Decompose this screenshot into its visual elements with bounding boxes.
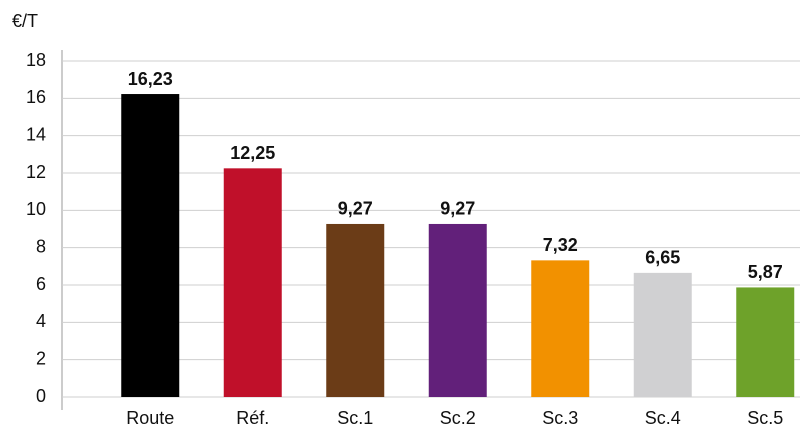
bar (326, 223, 385, 397)
y-tick-label: 10 (26, 199, 46, 219)
y-tick-label: 6 (36, 274, 46, 294)
x-tick-label: Sc.1 (337, 408, 373, 428)
y-tick-label: 2 (36, 348, 46, 368)
data-label: 12,25 (230, 143, 275, 163)
y-tick-label: 4 (36, 311, 46, 331)
y-tick-label: 12 (26, 162, 46, 182)
data-label: 9,27 (338, 199, 373, 219)
y-axis-label: €/T (12, 11, 38, 31)
data-label: 6,65 (645, 248, 680, 268)
bar (121, 94, 180, 397)
bar (223, 168, 282, 397)
data-label: 16,23 (128, 69, 173, 89)
y-tick-label: 0 (36, 386, 46, 406)
data-label: 5,87 (748, 262, 783, 282)
x-tick-label: Route (126, 408, 174, 428)
data-label: 7,32 (543, 235, 578, 255)
bar (633, 272, 692, 397)
x-tick-label: Réf. (236, 408, 269, 428)
y-tick-label: 18 (26, 50, 46, 70)
x-tick-label: Sc.5 (747, 408, 783, 428)
y-tick-label: 14 (26, 124, 46, 144)
x-tick-label: Sc.4 (645, 408, 681, 428)
bar (736, 287, 795, 397)
data-label: 9,27 (440, 199, 475, 219)
x-tick-label: Sc.3 (542, 408, 578, 428)
x-tick-label: Sc.2 (440, 408, 476, 428)
y-tick-label: 16 (26, 87, 46, 107)
y-tick-label: 8 (36, 236, 46, 256)
bar (428, 223, 487, 397)
bar (531, 260, 590, 397)
